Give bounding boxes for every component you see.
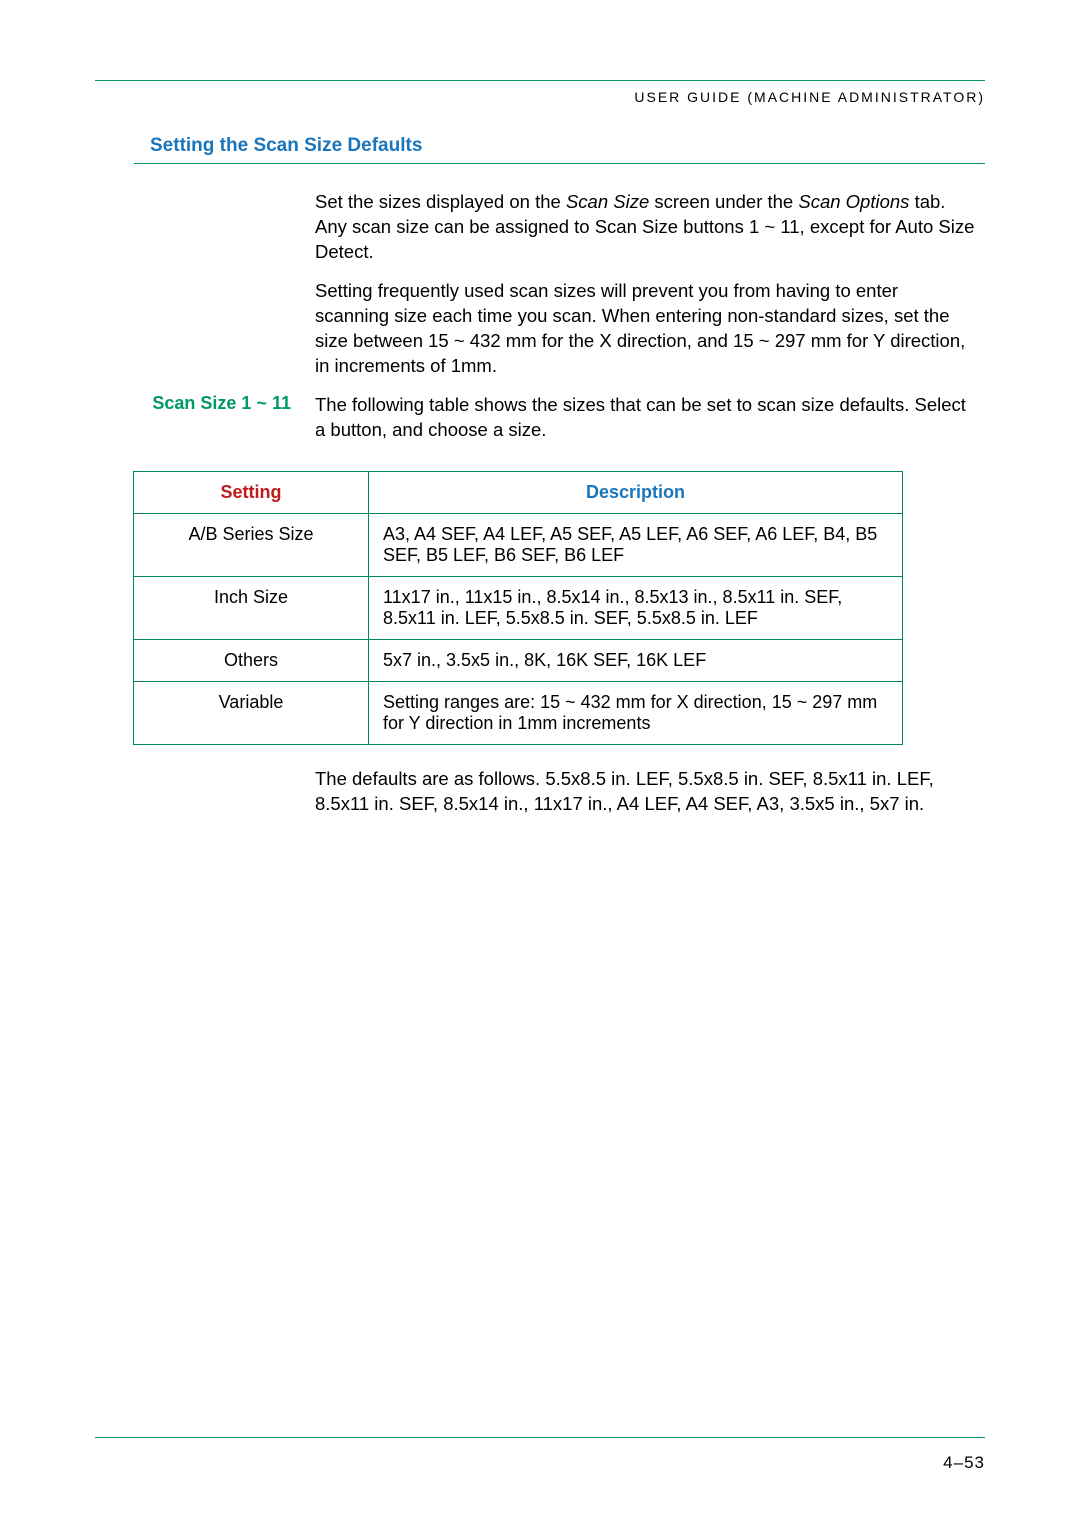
cell-description: 11x17 in., 11x15 in., 8.5x14 in., 8.5x13… xyxy=(369,576,903,639)
para-block-3: Scan Size 1 ~ 11 The following table sho… xyxy=(95,393,985,443)
th-description: Description xyxy=(369,471,903,513)
cell-description: 5x7 in., 3.5x5 in., 8K, 16K SEF, 16K LEF xyxy=(369,639,903,681)
section-title: Setting the Scan Size Defaults xyxy=(150,135,985,157)
page-number: 4–53 xyxy=(943,1453,985,1473)
page-container: USER GUIDE (MACHINE ADMINISTRATOR) Setti… xyxy=(0,0,1080,891)
label-empty-1 xyxy=(95,190,315,265)
label-empty-4 xyxy=(95,767,315,817)
para-4: The defaults are as follows. 5.5x8.5 in.… xyxy=(315,767,985,817)
para-block-2: Setting frequently used scan sizes will … xyxy=(95,279,985,379)
scan-size-table: Setting Description A/B Series Size A3, … xyxy=(133,471,903,745)
table-row: Inch Size 11x17 in., 11x15 in., 8.5x14 i… xyxy=(134,576,903,639)
header-rule xyxy=(95,80,985,81)
p1-a: Set the sizes displayed on the xyxy=(315,191,566,212)
p1-i1: Scan Size xyxy=(566,191,649,212)
cell-description: A3, A4 SEF, A4 LEF, A5 SEF, A5 LEF, A6 S… xyxy=(369,513,903,576)
cell-setting: Inch Size xyxy=(134,576,369,639)
para-3: The following table shows the sizes that… xyxy=(315,393,985,443)
table-row: Variable Setting ranges are: 15 ~ 432 mm… xyxy=(134,681,903,744)
p1-i2: Scan Options xyxy=(798,191,909,212)
para-block-1: Set the sizes displayed on the Scan Size… xyxy=(95,190,985,265)
th-setting: Setting xyxy=(134,471,369,513)
p1-b: screen under the xyxy=(649,191,798,212)
table-row: A/B Series Size A3, A4 SEF, A4 LEF, A5 S… xyxy=(134,513,903,576)
scan-size-label: Scan Size 1 ~ 11 xyxy=(95,393,315,443)
running-head: USER GUIDE (MACHINE ADMINISTRATOR) xyxy=(95,89,985,105)
cell-description: Setting ranges are: 15 ~ 432 mm for X di… xyxy=(369,681,903,744)
cell-setting: Others xyxy=(134,639,369,681)
footer-rule xyxy=(95,1437,985,1438)
cell-setting: A/B Series Size xyxy=(134,513,369,576)
label-empty-2 xyxy=(95,279,315,379)
table-row: Others 5x7 in., 3.5x5 in., 8K, 16K SEF, … xyxy=(134,639,903,681)
cell-setting: Variable xyxy=(134,681,369,744)
para-1: Set the sizes displayed on the Scan Size… xyxy=(315,190,985,265)
para-2: Setting frequently used scan sizes will … xyxy=(315,279,985,379)
table-header-row: Setting Description xyxy=(134,471,903,513)
section-underline xyxy=(134,163,985,164)
para-block-4: The defaults are as follows. 5.5x8.5 in.… xyxy=(95,767,985,817)
